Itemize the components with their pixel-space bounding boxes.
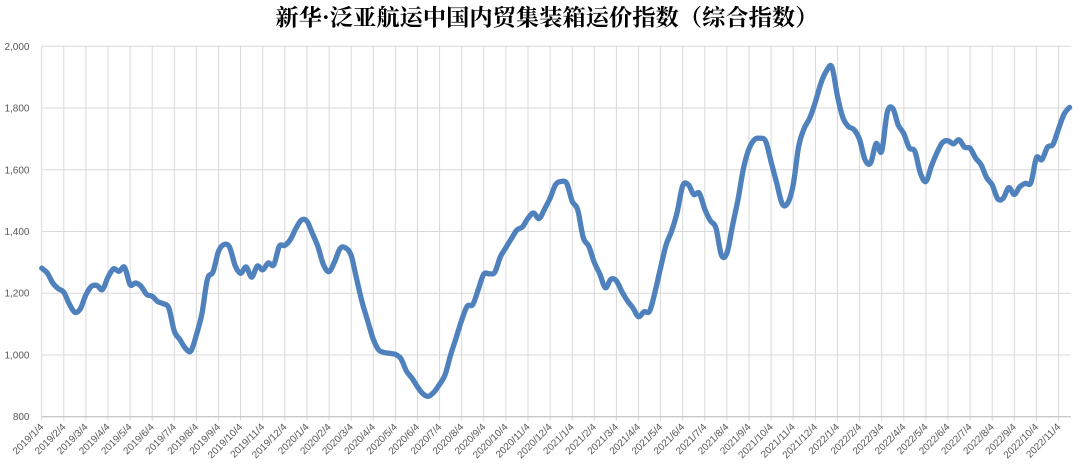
- svg-text:1,800: 1,800: [4, 104, 29, 115]
- svg-text:1,600: 1,600: [4, 165, 29, 176]
- svg-text:1,400: 1,400: [4, 227, 29, 238]
- svg-text:1,000: 1,000: [4, 351, 29, 362]
- svg-text:1,200: 1,200: [4, 289, 29, 300]
- svg-text:2,000: 2,000: [4, 42, 29, 53]
- svg-text:800: 800: [13, 412, 30, 423]
